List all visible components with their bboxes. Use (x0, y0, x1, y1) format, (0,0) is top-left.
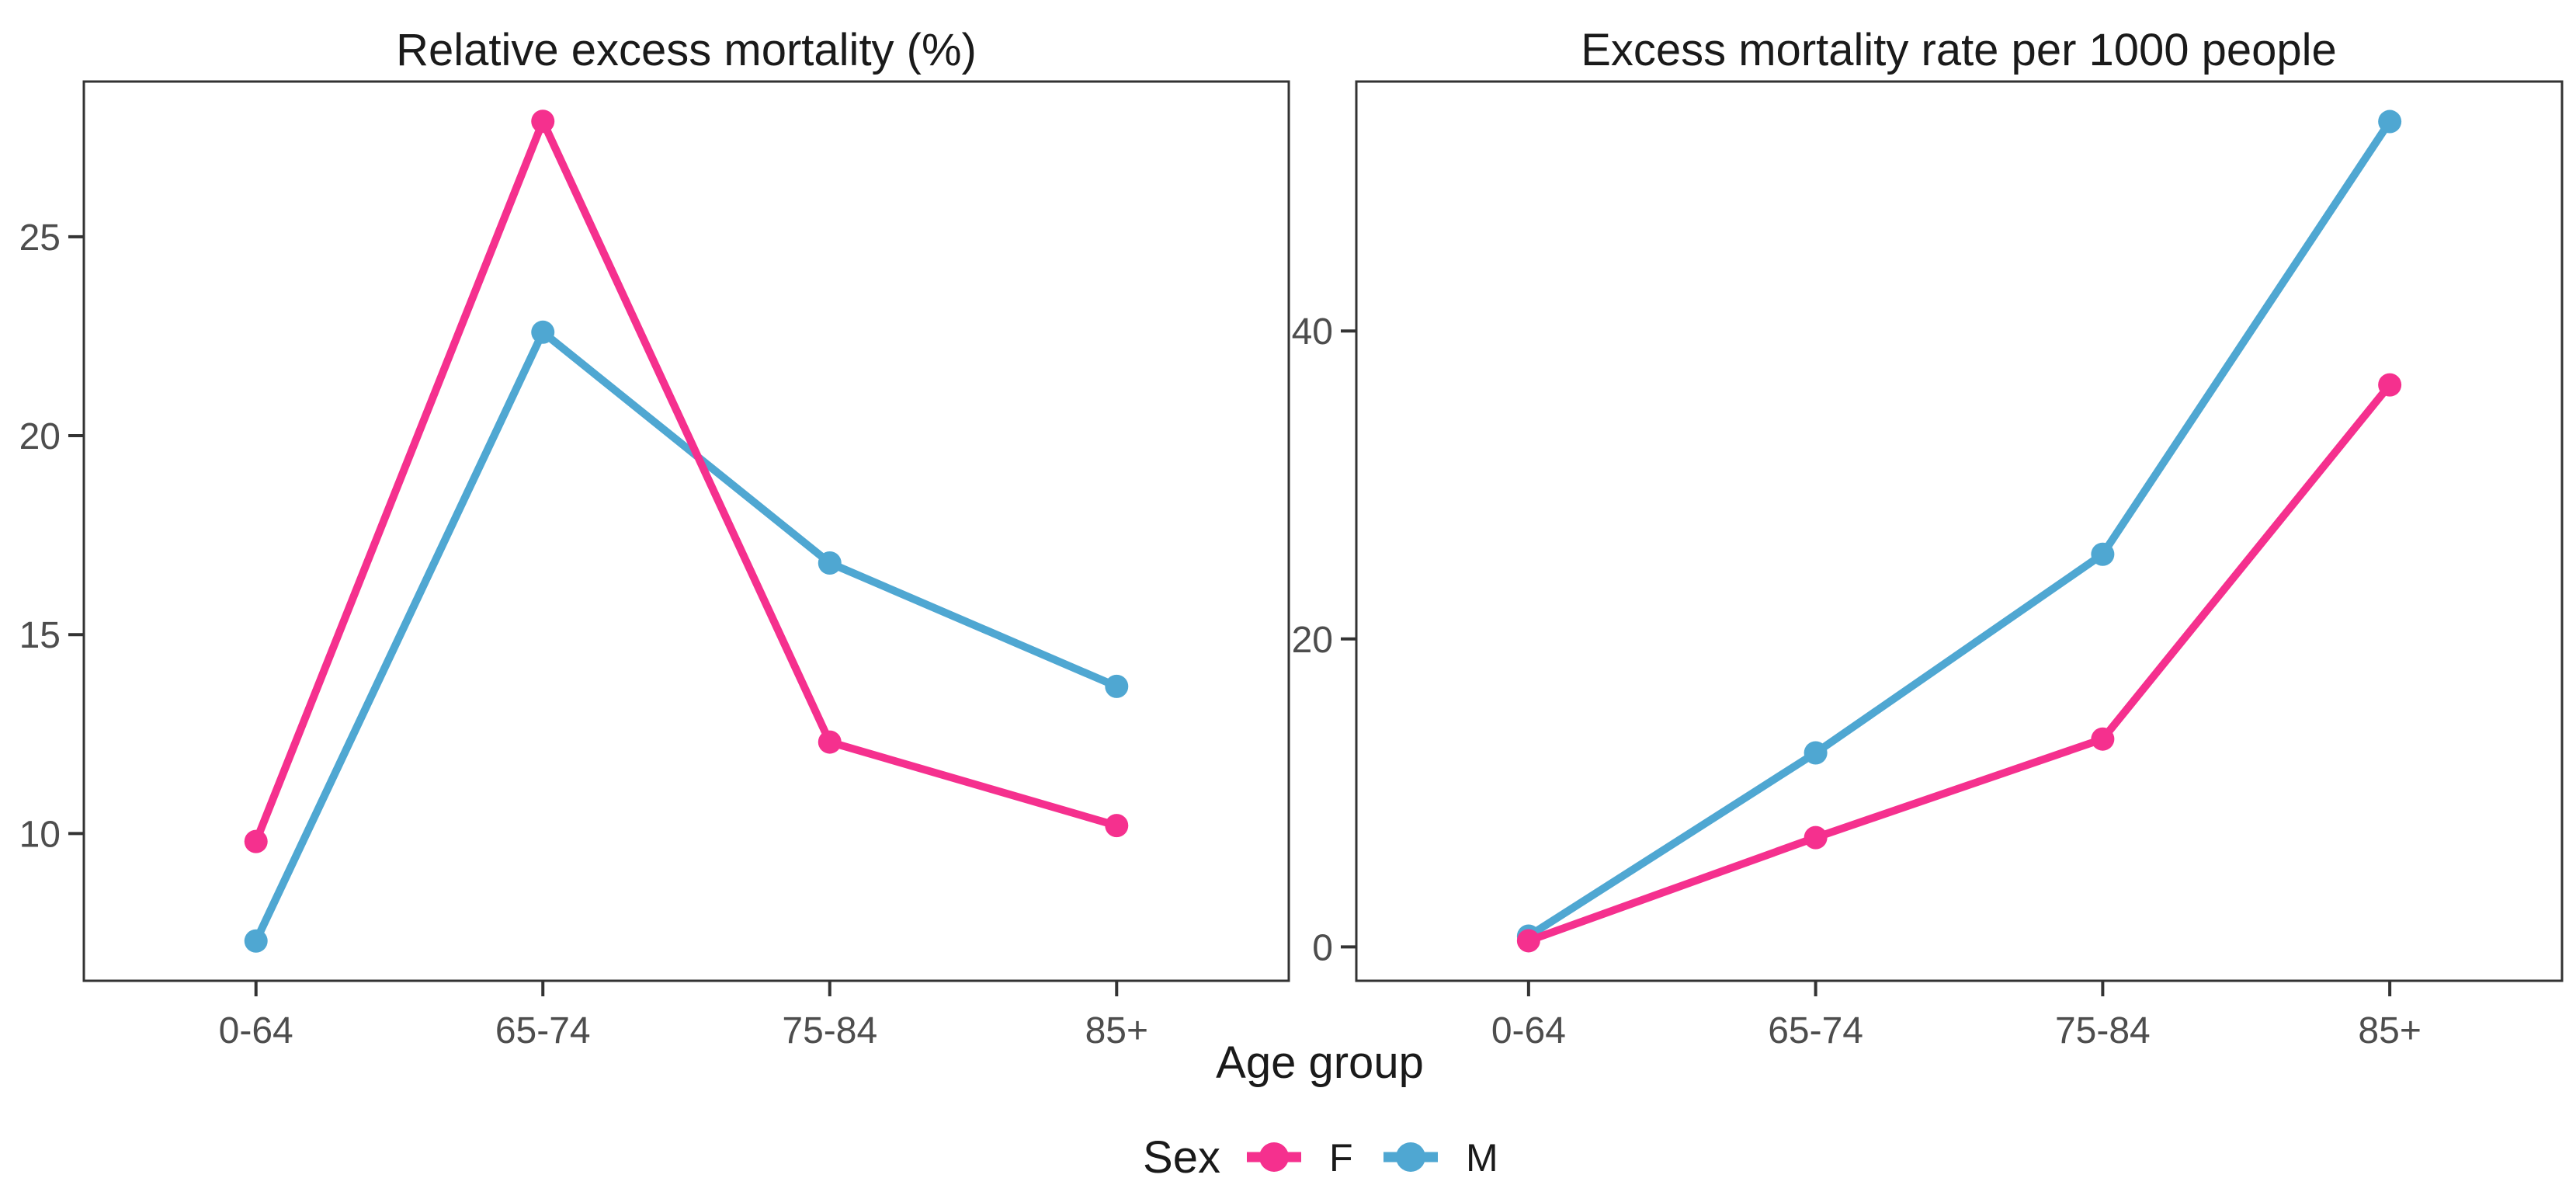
x-axis-tick-label: 0-64 (1491, 1010, 1566, 1051)
y-axis-tick-label: 20 (1292, 620, 1333, 661)
data-point-M-65-74 (1804, 741, 1828, 765)
data-point-M-85+ (1105, 674, 1129, 698)
data-point-F-75-84 (818, 730, 842, 754)
y-axis-tick-label: 0 (1312, 927, 1333, 968)
x-axis-tick-label: 85+ (1085, 1010, 1148, 1051)
legend-key-point-f (1259, 1142, 1289, 1172)
x-axis-tick-label: 0-64 (219, 1010, 293, 1051)
panel-right: 0 20 40 0-64 65-74 75-84 85+ (1292, 80, 2564, 1051)
y-axis-tick-label: 25 (19, 217, 61, 259)
legend-label-f: F (1329, 1136, 1353, 1180)
data-point-M-0-64 (244, 929, 268, 953)
series-line-M (252, 328, 1121, 945)
data-point-F-85+ (1105, 814, 1129, 838)
data-point-M-75-84 (818, 551, 842, 575)
data-point-M-85+ (2378, 109, 2402, 134)
data-point-F-65-74 (531, 109, 555, 134)
panel-left: 10 15 20 25 0-64 65-74 75-84 85+ (19, 80, 1290, 1051)
data-point-M-65-74 (531, 320, 555, 344)
legend-label-m: M (1466, 1136, 1498, 1180)
panel-border (82, 80, 1290, 982)
panel-title-left: Relative excess mortality (%) (396, 25, 977, 75)
series-line-M (1524, 117, 2394, 940)
data-point-F-0-64 (244, 829, 268, 853)
legend-key-point-m (1396, 1142, 1425, 1172)
panel-title-right: Excess mortality rate per 1000 people (1581, 25, 2337, 75)
y-axis-tick-label: 10 (19, 814, 61, 855)
legend-title: Sex (1143, 1132, 1220, 1183)
x-axis-tick-label: 65-74 (1768, 1010, 1863, 1051)
x-axis-tick-label: 65-74 (495, 1010, 591, 1051)
data-point-M-75-84 (2091, 542, 2115, 566)
series-line-F (252, 117, 1121, 846)
legend: Sex F M (1143, 1132, 1498, 1183)
y-axis-tick-label: 40 (1292, 311, 1333, 353)
series-line-F (1524, 381, 2394, 945)
x-axis-tick-label: 85+ (2358, 1010, 2421, 1051)
panel-border (1355, 80, 2564, 982)
data-point-F-85+ (2378, 373, 2402, 397)
data-point-F-75-84 (2091, 727, 2115, 751)
data-point-F-0-64 (1516, 929, 1540, 953)
y-axis-tick-label: 20 (19, 416, 61, 457)
x-axis-tick-label: 75-84 (782, 1010, 877, 1051)
data-point-F-65-74 (1804, 825, 1828, 850)
x-axis-label: Age group (1216, 1037, 1424, 1088)
x-axis-tick-label: 75-84 (2055, 1010, 2151, 1051)
y-axis-tick-label: 15 (19, 615, 61, 656)
